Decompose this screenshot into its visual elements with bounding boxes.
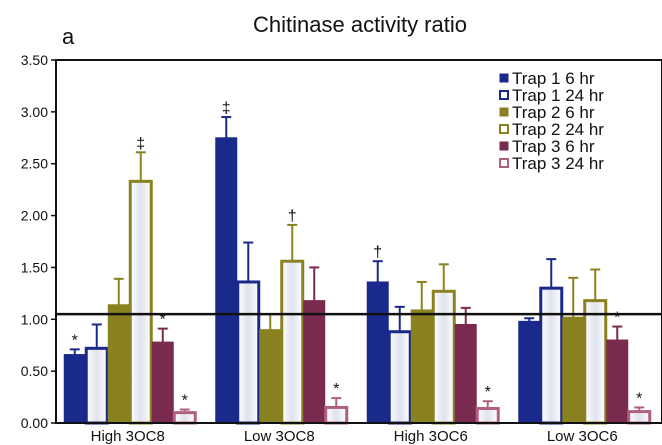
bars: * ‡ * * ‡ † * † * * * [63, 100, 652, 425]
significance-mark: * [636, 390, 642, 407]
bar [475, 406, 500, 425]
bar [84, 346, 109, 425]
significance-mark: * [182, 393, 188, 410]
legend-label: Trap 1 24 hr [512, 86, 604, 105]
significance-mark: † [373, 244, 382, 261]
bar [454, 323, 477, 424]
legend-swatch [499, 124, 509, 134]
bar [303, 300, 326, 424]
bar [107, 304, 130, 424]
bar [562, 316, 585, 424]
chart-title: Chitinase activity ratio [253, 12, 467, 37]
plot-frame [55, 59, 662, 424]
significance-mark: * [485, 384, 491, 401]
legend-label: Trap 1 6 hr [512, 69, 595, 88]
category-label: High 3OC6 [394, 428, 468, 445]
significance-mark: * [333, 381, 339, 398]
y-tick-label: 2.00 [21, 208, 48, 224]
bar [583, 299, 608, 425]
y-tick-label: 1.50 [21, 259, 48, 275]
bar [606, 339, 629, 424]
y-axis-ticks: 0.00 0.50 1.00 1.50 2.00 2.50 3.00 3.50 [21, 52, 56, 431]
significance-mark: * [614, 310, 620, 327]
legend-label: Trap 2 6 hr [512, 103, 595, 122]
y-tick-label: 3.50 [21, 52, 48, 68]
significance-mark: * [72, 332, 78, 349]
legend-label: Trap 3 6 hr [512, 137, 595, 156]
bar [259, 329, 282, 424]
bar [324, 405, 349, 425]
legend-swatch [499, 107, 509, 117]
y-tick-label: 0.50 [21, 363, 48, 379]
bar [128, 179, 153, 425]
bar [518, 320, 541, 424]
bar [280, 259, 305, 425]
legend-swatch [499, 158, 509, 168]
bar [63, 354, 86, 424]
legend-swatch [499, 73, 509, 83]
significance-mark: ‡ [222, 100, 231, 117]
panel-label: a [62, 24, 75, 49]
legend-label: Trap 3 24 hr [512, 154, 604, 173]
significance-mark: † [288, 208, 297, 225]
bar [539, 286, 564, 425]
y-tick-label: 0.00 [21, 415, 48, 431]
category-labels: High 3OC8 Low 3OC8 High 3OC6 Low 3OC6 [91, 428, 618, 445]
bar [431, 289, 456, 425]
legend-swatch [499, 90, 509, 100]
bar [215, 137, 238, 424]
category-label: Low 3OC8 [244, 428, 315, 445]
bar [627, 410, 652, 425]
legend-label: Trap 2 24 hr [512, 120, 604, 139]
bar [410, 309, 433, 424]
y-tick-label: 2.50 [21, 156, 48, 172]
bar [172, 411, 197, 425]
bar [151, 341, 174, 424]
bar [387, 330, 412, 425]
bar [366, 281, 389, 424]
significance-mark: * [160, 312, 166, 329]
category-label: Low 3OC6 [547, 428, 618, 445]
y-tick-label: 1.00 [21, 311, 48, 327]
legend-swatch [499, 141, 509, 151]
y-tick-label: 3.00 [21, 104, 48, 120]
bar [236, 280, 261, 425]
category-label: High 3OC8 [91, 428, 165, 445]
significance-mark: ‡ [136, 135, 145, 152]
